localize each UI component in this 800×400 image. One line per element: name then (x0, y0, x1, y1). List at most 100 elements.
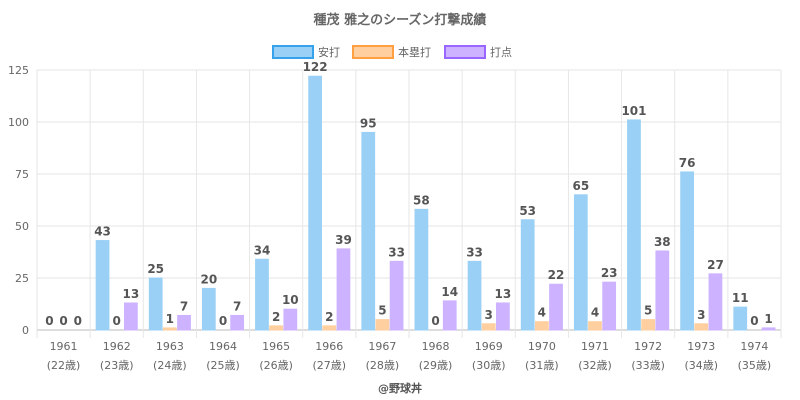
bar-1-1966 (308, 75, 322, 331)
bar-1-1974 (733, 306, 748, 331)
y-tick-label: 75 (15, 168, 29, 181)
data-label-1-1966: 122 (303, 60, 328, 74)
x-tick-sublabel: (35歳) (738, 359, 772, 372)
data-label-2-1964: 0 (219, 314, 227, 328)
legend-swatch-2 (352, 45, 394, 59)
x-tick-label: 1964 (209, 340, 237, 353)
y-tick-label: 0 (22, 324, 29, 337)
bar-1-1962 (95, 240, 110, 331)
x-tick-sublabel: (29歳) (419, 359, 453, 372)
bar-1-1963 (148, 277, 163, 331)
legend-label-1: 安打 (318, 45, 340, 59)
data-label-2-1965: 2 (272, 310, 280, 324)
legend-item-1: 安打 (272, 45, 340, 59)
bar-1-1969 (467, 260, 482, 331)
bar-1-1967 (361, 131, 376, 331)
grid-lines (36, 69, 782, 338)
bar-2-1967 (375, 319, 390, 331)
data-label-1-1968: 58 (413, 193, 430, 207)
bar-1-1973 (680, 171, 694, 331)
bar-2-1966 (322, 325, 337, 331)
data-label-3-1970: 22 (548, 268, 565, 282)
data-label-1-1963: 25 (147, 262, 164, 276)
data-label-3-1965: 10 (282, 293, 299, 307)
data-label-2-1961: 0 (59, 314, 67, 328)
bar-2-1970 (534, 321, 549, 331)
x-tick-label: 1971 (581, 340, 609, 353)
data-label-2-1969: 3 (485, 308, 493, 322)
x-tick-label: 1968 (422, 340, 450, 353)
data-label-3-1969: 13 (495, 287, 512, 301)
x-tick-label: 1969 (475, 340, 503, 353)
data-label-1-1961: 0 (45, 314, 53, 328)
bar-2-1965 (269, 325, 284, 331)
data-label-2-1962: 0 (113, 314, 121, 328)
bar-2-1971 (588, 321, 602, 331)
data-label-2-1966: 2 (325, 310, 333, 324)
x-tick-label: 1961 (50, 340, 78, 353)
data-label-1-1970: 53 (519, 204, 536, 218)
x-tick-sublabel: (30歳) (472, 359, 506, 372)
x-tick-label: 1966 (315, 340, 343, 353)
bar-3-1971 (602, 281, 617, 331)
data-label-3-1973: 27 (707, 258, 724, 272)
y-tick-label: 100 (8, 116, 29, 129)
x-tick-sublabel: (32歳) (578, 359, 612, 372)
bar-1-1968 (414, 208, 429, 331)
x-tick-sublabel: (23歳) (100, 359, 134, 372)
data-label-3-1964: 7 (233, 299, 241, 313)
data-label-2-1971: 4 (591, 306, 599, 320)
data-label-3-1962: 13 (123, 287, 140, 301)
x-tick-sublabel: (31歳) (525, 359, 559, 372)
data-label-1-1972: 101 (621, 104, 646, 118)
data-label-1-1974: 11 (732, 291, 749, 305)
bar-3-1972 (655, 250, 670, 331)
bar-3-1966 (336, 248, 351, 331)
y-tick-label: 125 (8, 64, 29, 77)
bar-1-1970 (520, 219, 535, 331)
x-tick-sublabel: (24歳) (153, 359, 187, 372)
legend-swatch-1 (272, 45, 314, 59)
bar-3-1962 (124, 302, 138, 331)
data-label-2-1973: 3 (697, 308, 705, 322)
credit-text: @野球丼 (378, 381, 422, 395)
data-label-1-1973: 76 (679, 156, 696, 170)
legend-label-3: 打点 (490, 45, 512, 59)
x-tick-label: 1967 (368, 340, 396, 353)
data-label-3-1974: 1 (764, 312, 772, 326)
data-label-1-1965: 34 (254, 243, 271, 257)
x-tick-sublabel: (25歳) (206, 359, 240, 372)
x-tick-label: 1972 (634, 340, 662, 353)
legend-item-3: 打点 (444, 45, 512, 59)
x-tick-label: 1974 (740, 340, 768, 353)
bar-1-1965 (255, 258, 269, 331)
data-label-3-1968: 14 (441, 285, 458, 299)
y-tick-label: 25 (15, 272, 29, 285)
bar-3-1969 (496, 302, 510, 331)
data-label-1-1962: 43 (94, 225, 111, 239)
y-axis: 0 25 50 75 100 125 (8, 64, 29, 337)
bar-1-1971 (573, 194, 588, 331)
data-label-2-1970: 4 (538, 306, 546, 320)
data-label-3-1966: 39 (335, 233, 352, 247)
x-tick-sublabel: (27歳) (312, 359, 346, 372)
bar-3-1964 (230, 314, 245, 331)
data-label-1-1969: 33 (466, 245, 483, 259)
data-label-3-1961: 0 (74, 314, 82, 328)
data-label-2-1967: 5 (378, 304, 386, 318)
data-label-2-1963: 1 (166, 312, 174, 326)
bar-3-1965 (283, 308, 298, 331)
x-tick-sublabel: (22歳) (47, 359, 81, 372)
data-label-3-1972: 38 (654, 235, 671, 249)
bar-1-1972 (627, 119, 641, 331)
data-label-3-1963: 7 (180, 299, 188, 313)
bar-3-1974 (761, 327, 776, 331)
bar-3-1973 (708, 273, 723, 331)
legend-item-2: 本塁打 (352, 45, 431, 59)
x-axis: 1961 (22歳) 1962 (23歳) 1963 (24歳) 1964 (25歳) 1965… (47, 340, 771, 372)
x-tick-sublabel: (33歳) (631, 359, 665, 372)
x-tick-sublabel: (34歳) (684, 359, 718, 372)
